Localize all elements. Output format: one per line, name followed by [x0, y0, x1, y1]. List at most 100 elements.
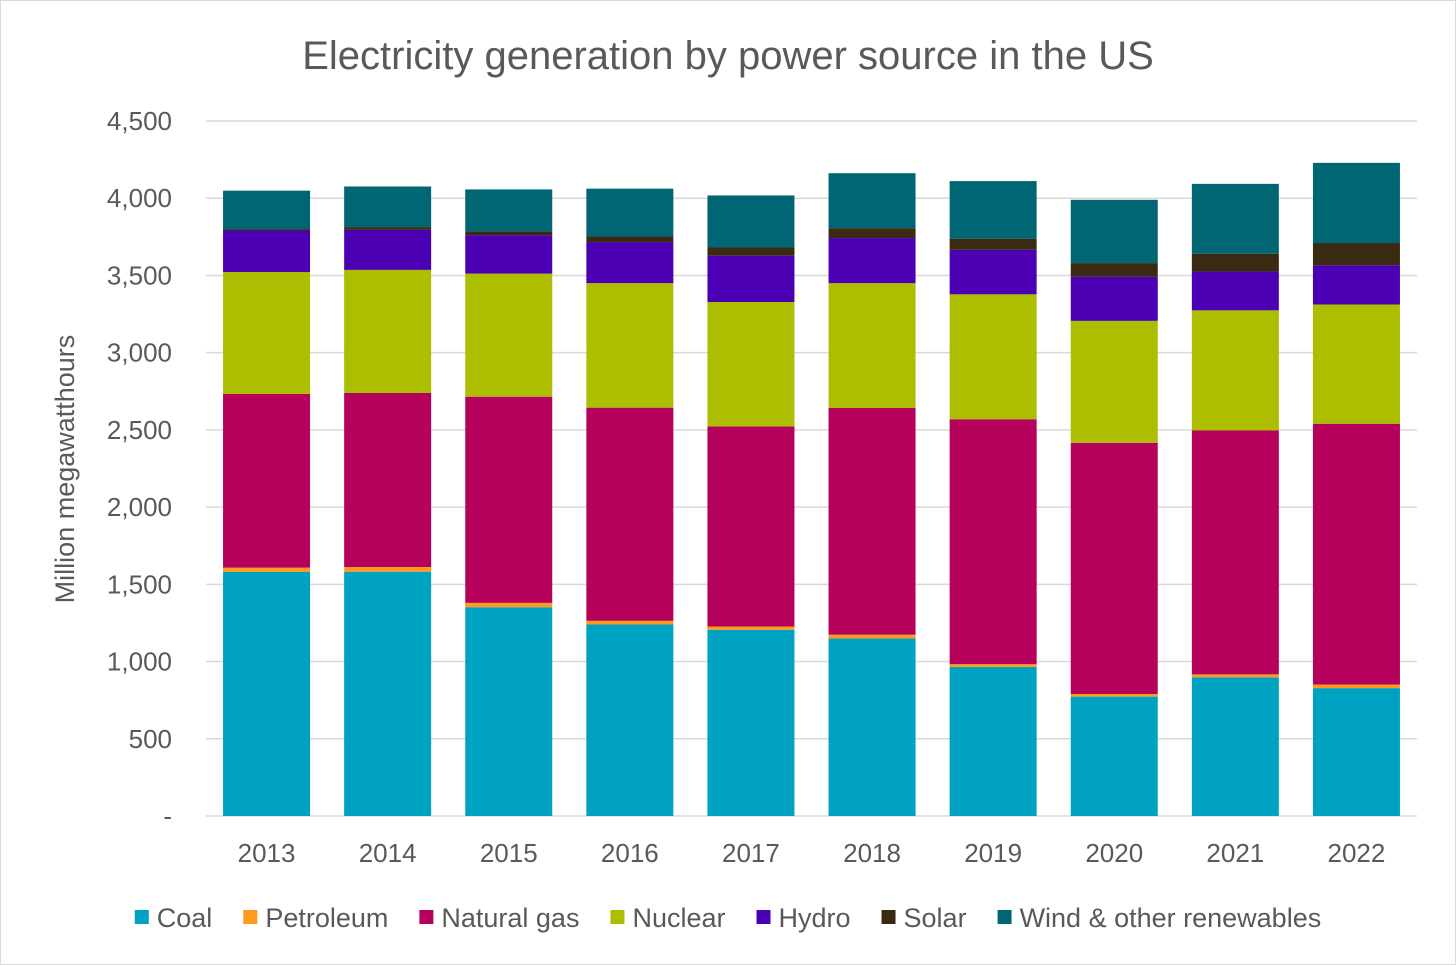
bar-segment-solar-2016	[586, 236, 674, 243]
bar-stack-2013	[223, 190, 311, 816]
legend-item-natural-gas: Natural gas	[419, 903, 579, 933]
x-tick-label: 2017	[722, 838, 780, 868]
bar-segment-natural-gas-2016	[586, 407, 674, 621]
legend-label: Nuclear	[632, 903, 725, 933]
bar-segment-hydro-2018	[828, 238, 916, 284]
bar-segment-wind-other-renewables-2019	[949, 181, 1037, 239]
bar-segment-nuclear-2016	[586, 283, 674, 408]
bar-segment-hydro-2019	[949, 249, 1037, 295]
bar-segment-solar-2013	[223, 229, 311, 231]
bar-segment-petroleum-2021	[1191, 674, 1279, 678]
bar-segment-nuclear-2013	[223, 272, 311, 394]
bar-segment-solar-2014	[344, 227, 432, 230]
bar-segment-solar-2015	[465, 231, 553, 236]
bar-segment-natural-gas-2019	[949, 419, 1037, 665]
bar-stack-2021	[1191, 183, 1279, 816]
legend-swatch	[419, 910, 434, 924]
x-tick-label: 2014	[359, 838, 417, 868]
x-tick-label: 2019	[964, 838, 1022, 868]
x-tick-label: 2021	[1206, 838, 1264, 868]
bar-segment-natural-gas-2018	[828, 407, 916, 635]
bar-segment-solar-2017	[707, 247, 795, 256]
y-tick-label: 1,000	[107, 647, 172, 677]
x-tick-label: 2015	[480, 838, 538, 868]
bar-segment-petroleum-2018	[828, 634, 916, 639]
bar-stack-2015	[465, 189, 553, 816]
bar-segment-wind-other-renewables-2013	[223, 190, 311, 230]
legend-label: Hydro	[779, 903, 851, 933]
bar-segment-wind-other-renewables-2021	[1191, 183, 1279, 254]
legend-swatch	[881, 910, 896, 924]
bar-segment-coal-2013	[223, 571, 311, 816]
bar-stack-2017	[707, 195, 795, 816]
bar-segment-natural-gas-2020	[1070, 442, 1158, 694]
bars	[223, 162, 1400, 816]
legend-swatch	[134, 910, 149, 924]
y-tick-label: 4,500	[107, 106, 172, 136]
bar-segment-petroleum-2017	[707, 626, 795, 630]
legend-item-coal: Coal	[134, 903, 213, 933]
bar-segment-solar-2018	[828, 228, 916, 239]
bar-segment-wind-other-renewables-2016	[586, 188, 674, 237]
bar-segment-coal-2020	[1070, 696, 1158, 816]
bar-segment-coal-2016	[586, 624, 674, 816]
bar-segment-hydro-2020	[1070, 276, 1158, 321]
legend-item-petroleum: Petroleum	[243, 903, 388, 933]
bar-segment-coal-2017	[707, 629, 795, 816]
bar-segment-wind-other-renewables-2017	[707, 195, 795, 248]
bar-segment-nuclear-2015	[465, 273, 553, 397]
legend-swatch	[243, 910, 258, 924]
y-tick-label: 2,500	[107, 415, 172, 445]
bar-segment-natural-gas-2017	[707, 426, 795, 627]
bar-segment-coal-2018	[828, 638, 916, 816]
bar-segment-hydro-2014	[344, 229, 432, 270]
bar-segment-nuclear-2020	[1070, 320, 1158, 443]
y-axis-title: Million megawatthours	[50, 335, 80, 604]
chart-title: Electricity generation by power source i…	[302, 34, 1154, 78]
bar-segment-coal-2022	[1312, 688, 1400, 816]
bar-stack-2022	[1312, 162, 1400, 816]
bar-stack-2014	[344, 186, 432, 816]
bar-segment-nuclear-2017	[707, 302, 795, 427]
y-tick-label: 500	[129, 724, 172, 754]
legend-item-solar: Solar	[881, 903, 967, 933]
bar-segment-hydro-2022	[1312, 265, 1400, 305]
bar-stack-2016	[586, 188, 674, 816]
bar-segment-wind-other-renewables-2015	[465, 189, 553, 232]
legend: Coal Petroleum Natural gas Nuclear Hydro Sola…	[134, 903, 1322, 933]
legend-item-hydro: Hydro	[756, 903, 851, 933]
bar-segment-petroleum-2013	[223, 567, 311, 572]
bar-segment-hydro-2013	[223, 230, 311, 273]
bar-segment-nuclear-2022	[1312, 304, 1400, 424]
bar-segment-petroleum-2020	[1070, 693, 1158, 697]
bar-segment-solar-2021	[1191, 253, 1279, 272]
legend-item-nuclear: Nuclear	[610, 903, 726, 933]
y-tick-label: 3,500	[107, 260, 172, 290]
legend-label: Coal	[157, 903, 213, 933]
bar-segment-nuclear-2021	[1191, 310, 1279, 431]
x-tick-label: 2016	[601, 838, 659, 868]
y-tick-label: -	[163, 801, 172, 831]
bar-segment-coal-2019	[949, 666, 1037, 816]
bar-segment-natural-gas-2021	[1191, 430, 1279, 675]
legend-swatch	[610, 910, 625, 924]
bar-segment-coal-2014	[344, 571, 432, 816]
x-tick-label: 2022	[1328, 838, 1386, 868]
y-tick-label: 2,000	[107, 492, 172, 522]
bar-stack-2018	[828, 173, 916, 816]
bar-segment-solar-2022	[1312, 243, 1400, 266]
bar-segment-nuclear-2018	[828, 283, 916, 408]
bar-segment-wind-other-renewables-2014	[344, 186, 432, 228]
x-tick-label: 2018	[843, 838, 901, 868]
bar-stack-2020	[1070, 199, 1158, 816]
bar-segment-coal-2015	[465, 607, 553, 816]
x-tick-label: 2013	[238, 838, 296, 868]
bar-segment-wind-other-renewables-2022	[1312, 162, 1400, 244]
bar-segment-natural-gas-2015	[465, 396, 553, 603]
legend-label: Wind & other renewables	[1020, 903, 1322, 933]
legend-label: Natural gas	[441, 903, 579, 933]
bar-segment-wind-other-renewables-2018	[828, 173, 916, 229]
bar-stack-2019	[949, 181, 1037, 816]
